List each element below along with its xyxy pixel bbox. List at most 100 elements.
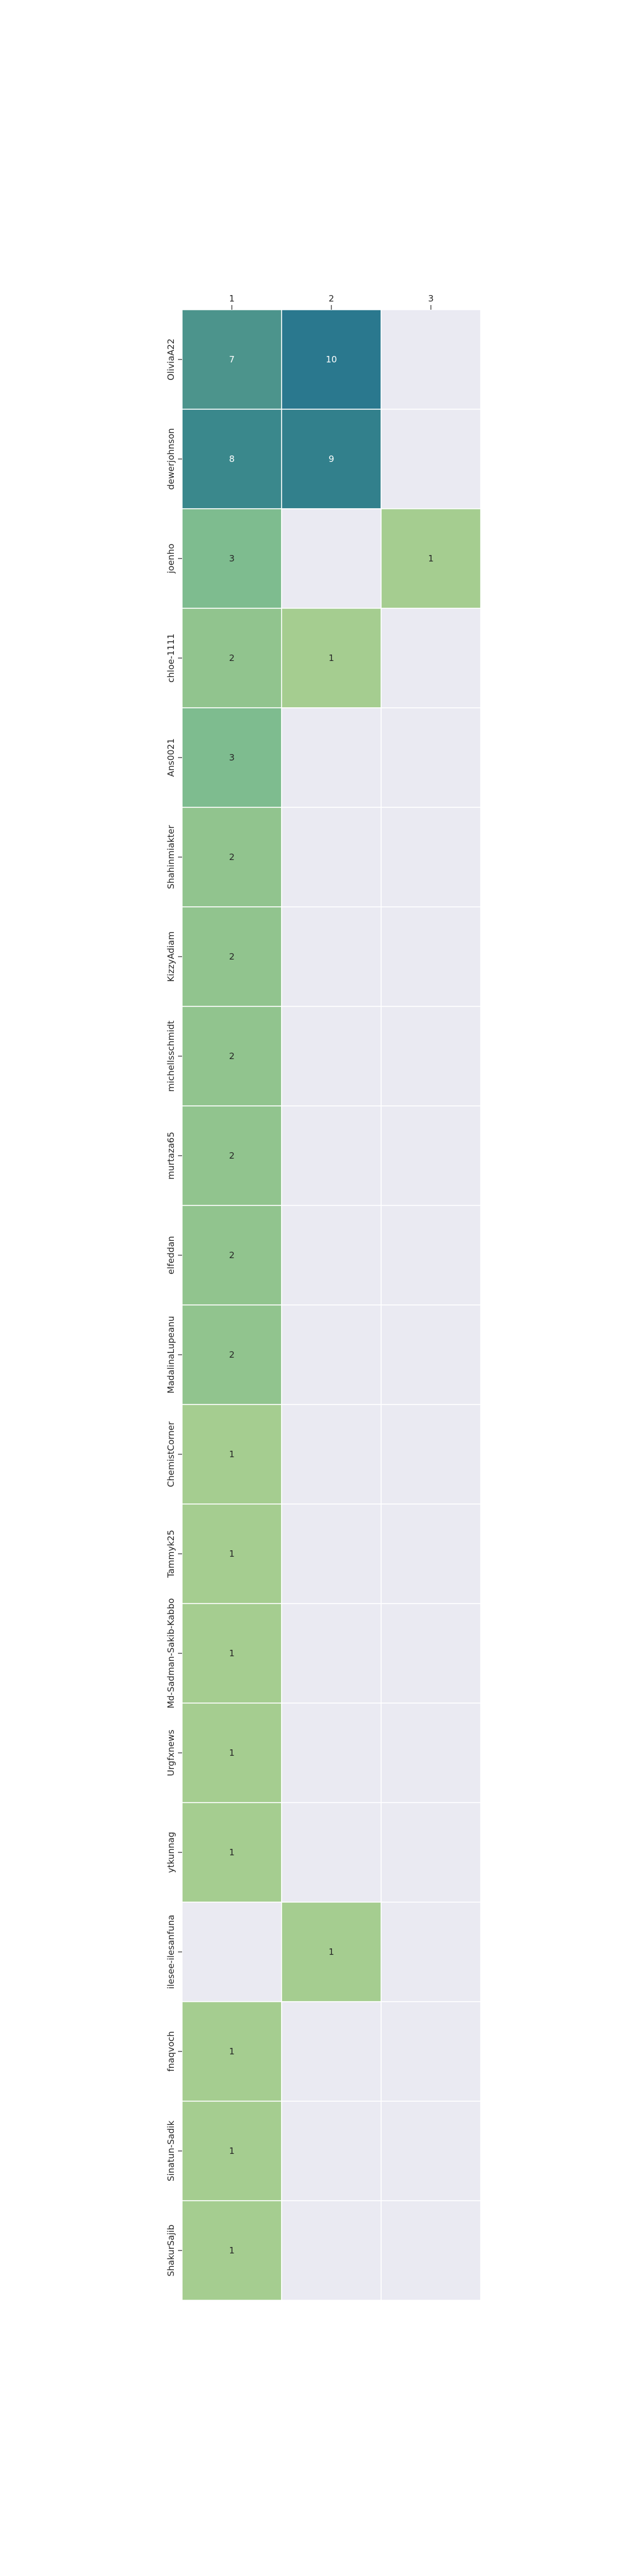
- cell-value-label: 2: [229, 1349, 235, 1360]
- heatmap-cell: [181, 508, 282, 609]
- heatmap-cell: [181, 2001, 282, 2102]
- cell-value-label: 1: [229, 2245, 235, 2256]
- heatmap-cell-empty: [381, 2101, 481, 2201]
- cell-value-label: 2: [229, 1250, 235, 1260]
- cell-value-label: 7: [229, 354, 235, 365]
- x-axis: 1 2 3: [229, 293, 434, 310]
- y-tick-label: Tammyk25: [166, 1530, 176, 1578]
- y-tick-label: ChemistCorner: [166, 1421, 176, 1487]
- heatmap-cell: [281, 409, 382, 509]
- x-tick-label: 1: [229, 293, 235, 304]
- heatmap-cell-empty: [381, 1503, 481, 1604]
- heatmap-cell: [181, 1105, 282, 1206]
- heatmap-cell-empty: [381, 1006, 481, 1107]
- cell-value-label: 1: [229, 1648, 235, 1659]
- heatmap-cell: [181, 2101, 282, 2201]
- heatmap-cell-empty: [281, 1802, 382, 1903]
- y-tick-label: fnaqvoch: [166, 2031, 176, 2071]
- y-tick-label: OliviaA22: [166, 338, 176, 381]
- y-tick-label: dewerjohnson: [166, 428, 176, 489]
- y-tick-label: ShakurSajib: [166, 2225, 176, 2277]
- heatmap-cell-empty: [381, 409, 481, 509]
- y-tick-label: michellsschmidt: [166, 1020, 176, 1092]
- heatmap-cell-empty: [381, 1802, 481, 1903]
- heatmap-cells: 7 10 8 9 3 1 2 1 3 2 2 2 2 2 2 1 1 1 1 1 1 1 1 1: [181, 309, 481, 2301]
- heatmap-cell-empty: [281, 1603, 382, 1704]
- heatmap-cell-empty: [381, 1703, 481, 1803]
- heatmap-cell-empty: [281, 1205, 382, 1306]
- cell-value-label: 10: [326, 354, 337, 365]
- x-tick-label: 3: [428, 293, 434, 304]
- y-tick-label: chloe-1111: [166, 633, 176, 683]
- heatmap-cell-empty: [281, 1404, 382, 1505]
- heatmap-cell-empty: [281, 707, 382, 808]
- cell-value-label: 2: [229, 1051, 235, 1061]
- heatmap-cell-empty: [281, 807, 382, 907]
- heatmap-cell-empty: [281, 1304, 382, 1405]
- heatmap-cell-empty: [381, 1304, 481, 1405]
- heatmap-cell-empty: [381, 1105, 481, 1206]
- cell-value-label: 9: [328, 454, 334, 464]
- cell-value-label: 1: [328, 1947, 334, 1957]
- heatmap-cell-empty: [281, 1703, 382, 1803]
- y-tick-label: ytkunnag: [166, 1832, 176, 1873]
- y-tick-label: joenho: [166, 544, 176, 574]
- heatmap-cell-empty: [381, 309, 481, 410]
- y-tick-label: elfeddan: [166, 1236, 176, 1275]
- heatmap-cell: [181, 1205, 282, 1306]
- cell-value-label: 1: [229, 1449, 235, 1460]
- y-tick-label: ilesee-ilesanfuna: [166, 1915, 176, 1989]
- cell-value-label: 2: [229, 1150, 235, 1161]
- y-tick-label: Shahinmiakter: [166, 825, 176, 889]
- heatmap-cell-empty: [181, 1902, 282, 2002]
- y-tick-label: Urgfxnews: [166, 1729, 176, 1776]
- cell-value-label: 1: [428, 553, 434, 564]
- heatmap-cell-empty: [281, 1105, 382, 1206]
- heatmap-cell-empty: [281, 906, 382, 1007]
- cell-value-label: 3: [229, 553, 235, 564]
- heatmap-cell-empty: [381, 2001, 481, 2102]
- heatmap-cell-empty: [381, 707, 481, 808]
- cell-value-label: 1: [229, 2046, 235, 2057]
- cell-value-label: 1: [229, 1748, 235, 1758]
- heatmap-cell: [181, 1304, 282, 1405]
- y-tick-label: murtaza65: [166, 1132, 176, 1180]
- heatmap-cell-empty: [381, 1902, 481, 2002]
- heatmap-cell-empty: [281, 508, 382, 609]
- cell-value-label: 3: [229, 752, 235, 763]
- cell-value-label: 2: [229, 852, 235, 862]
- y-axis: OliviaA22 dewerjohnson joenho chloe-1111 Ans…: [166, 338, 182, 2276]
- x-tick-label: 2: [328, 293, 334, 304]
- cell-value-label: 2: [229, 653, 235, 663]
- heatmap-cell: [381, 508, 481, 609]
- heatmap-cell-empty: [381, 2200, 481, 2301]
- heatmap-cell-empty: [381, 608, 481, 708]
- cell-value-label: 1: [328, 653, 334, 663]
- heatmap-cell-empty: [381, 906, 481, 1007]
- heatmap-cell: [181, 309, 282, 410]
- y-tick-label: Md-Sadman-Sakib-Kabbo: [166, 1598, 176, 1708]
- heatmap-cell: [281, 1902, 382, 2002]
- cell-value-label: 1: [229, 2146, 235, 2156]
- cell-value-label: 1: [229, 1847, 235, 1858]
- heatmap-cell-empty: [381, 1205, 481, 1306]
- y-tick-label: KizzyAdiam: [166, 931, 176, 982]
- heatmap-cell-empty: [381, 1603, 481, 1704]
- heatmap-cell-empty: [281, 1503, 382, 1604]
- heatmap-cell-empty: [281, 2101, 382, 2201]
- heatmap-cell: [181, 1503, 282, 1604]
- heatmap-cell: [181, 1703, 282, 1803]
- heatmap-cell-empty: [281, 1006, 382, 1107]
- heatmap-cell: [281, 608, 382, 708]
- heatmap-cell: [181, 1006, 282, 1107]
- heatmap-cell: [281, 309, 382, 410]
- y-tick-label: Sinatun-Sadik: [166, 2121, 176, 2181]
- heatmap-cell: [181, 1802, 282, 1903]
- heatmap-cell-empty: [381, 1404, 481, 1505]
- cell-value-label: 1: [229, 1549, 235, 1559]
- heatmap-cell-empty: [281, 2200, 382, 2301]
- y-tick-label: Ans0021: [166, 738, 176, 777]
- cell-value-label: 2: [229, 951, 235, 962]
- heatmap-cell: [181, 409, 282, 509]
